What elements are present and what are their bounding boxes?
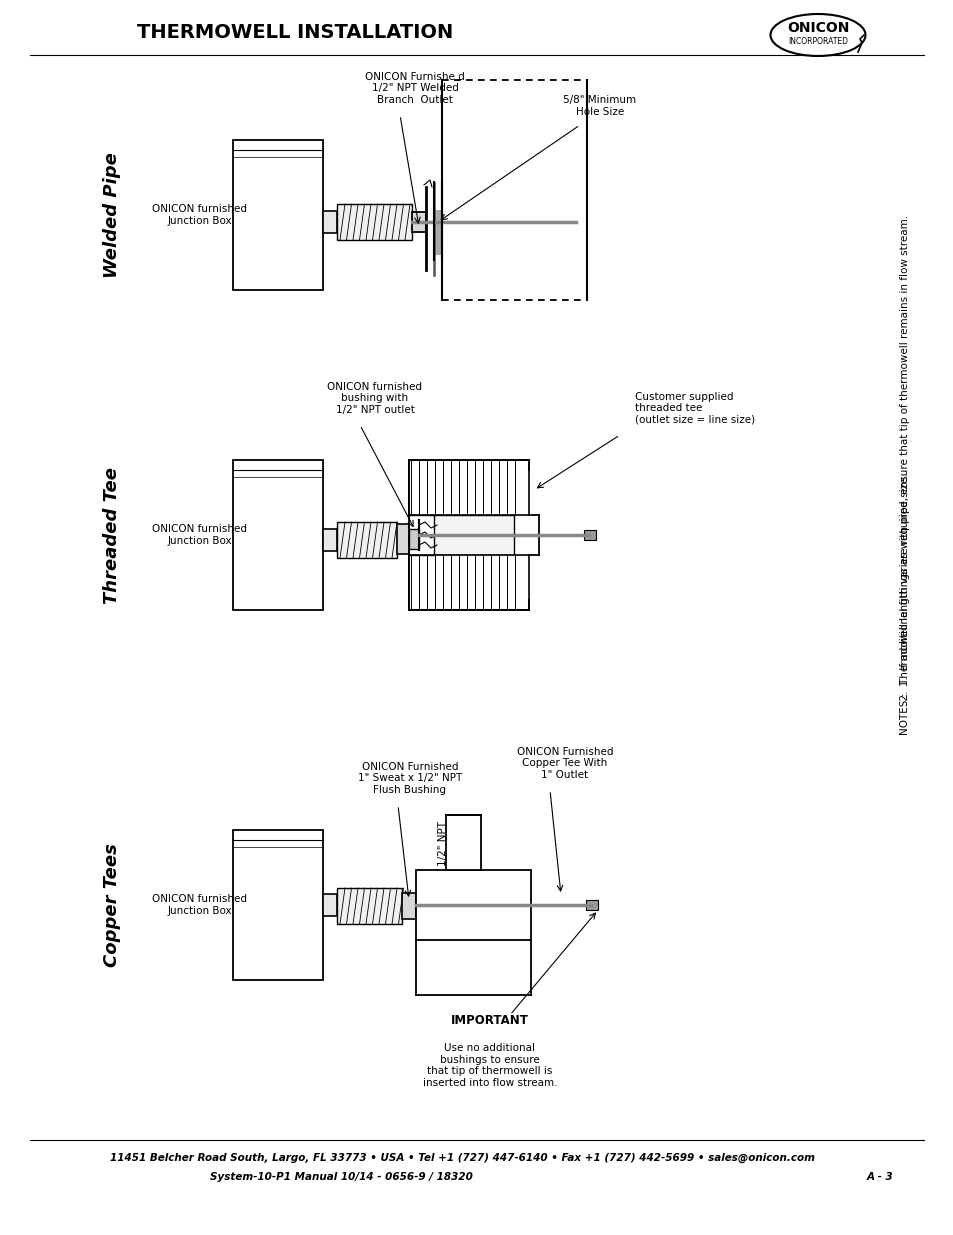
Text: Customer supplied
threaded tee
(outlet size = line size): Customer supplied threaded tee (outlet s… xyxy=(635,391,755,425)
Text: 1/2" NPT: 1/2" NPT xyxy=(437,820,448,866)
Bar xyxy=(233,459,323,610)
Bar xyxy=(401,893,416,919)
Text: ONICON furnished
Junction Box: ONICON furnished Junction Box xyxy=(152,524,247,546)
Text: ONICON furnished
bushing with
1/2" NPT outlet: ONICON furnished bushing with 1/2" NPT o… xyxy=(327,382,422,415)
Bar xyxy=(323,894,336,916)
Text: ONICON furnished
Junction Box: ONICON furnished Junction Box xyxy=(152,204,247,226)
Text: ONICON: ONICON xyxy=(786,21,848,35)
Text: IMPORTANT: IMPORTANT xyxy=(451,1014,528,1026)
Bar xyxy=(323,211,336,233)
Bar xyxy=(446,815,480,869)
Bar xyxy=(416,869,531,940)
Text: ONICON Furnishe d
1/2" NPT Welded
Branch  Outlet: ONICON Furnishe d 1/2" NPT Welded Branch… xyxy=(365,72,464,105)
Text: 11451 Belcher Road South, Largo, FL 33773 • USA • Tel +1 (727) 447-6140 • Fax +1: 11451 Belcher Road South, Largo, FL 3377… xyxy=(110,1152,814,1163)
Text: Welded Pipe: Welded Pipe xyxy=(103,152,121,278)
Bar xyxy=(233,140,323,290)
Bar xyxy=(409,555,529,610)
Bar xyxy=(336,522,396,558)
Bar xyxy=(336,888,401,924)
Bar xyxy=(412,212,426,232)
Bar xyxy=(396,524,409,555)
Text: A - 3: A - 3 xyxy=(865,1172,892,1182)
Bar xyxy=(409,529,418,550)
Bar xyxy=(585,900,598,910)
Text: Use no additional
bushings to ensure
that tip of thermowell is
inserted into flo: Use no additional bushings to ensure tha… xyxy=(422,1044,557,1088)
Text: ONICON Furnished
1" Sweat x 1/2" NPT
Flush Bushing: ONICON Furnished 1" Sweat x 1/2" NPT Flu… xyxy=(357,762,461,795)
Bar xyxy=(434,515,514,555)
Text: ONICON Furnished
Copper Tee With
1" Outlet: ONICON Furnished Copper Tee With 1" Outl… xyxy=(517,747,613,781)
Text: INCORPORATED: INCORPORATED xyxy=(787,37,847,47)
Text: Threaded Tee: Threaded Tee xyxy=(103,467,121,604)
Bar xyxy=(336,204,412,240)
Text: 2.  Thermowell length varies with pipe size.: 2. Thermowell length varies with pipe si… xyxy=(899,473,909,746)
Bar xyxy=(323,529,336,551)
Bar xyxy=(409,459,529,515)
Bar xyxy=(583,530,596,540)
Bar xyxy=(434,210,441,254)
Text: System-10-P1 Manual 10/14 - 0656-9 / 18320: System-10-P1 Manual 10/14 - 0656-9 / 183… xyxy=(210,1172,473,1182)
Text: THERMOWELL INSTALLATION: THERMOWELL INSTALLATION xyxy=(136,22,453,42)
Text: Copper Tees: Copper Tees xyxy=(103,844,121,967)
Bar xyxy=(233,830,323,981)
Text: 5/8" Minimum
Hole Size: 5/8" Minimum Hole Size xyxy=(563,95,636,117)
Text: NOTES :  1.  If additional fittings are required, ensure that tip of thermowell : NOTES : 1. If additional fittings are re… xyxy=(899,215,909,735)
Text: ONICON furnished
Junction Box: ONICON furnished Junction Box xyxy=(152,894,247,916)
